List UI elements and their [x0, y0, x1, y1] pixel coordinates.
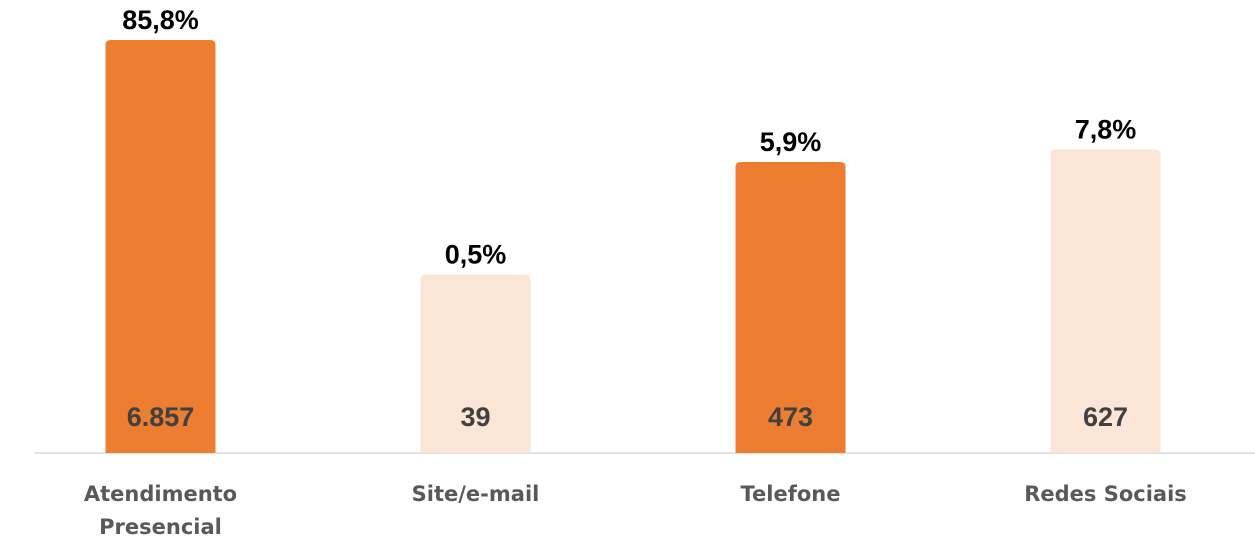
- count-label: 627: [1083, 402, 1128, 432]
- value-label: 85,8%: [122, 5, 199, 35]
- x-tick-label-box: Site/e-mail: [411, 482, 540, 506]
- x-tick-label-box: Atendimento Presencial: [83, 482, 238, 539]
- bar: [420, 274, 531, 453]
- count-label: 39: [460, 402, 490, 432]
- value-label: 7,8%: [1075, 114, 1137, 144]
- x-tick-label-box: Redes Sociais: [1024, 482, 1187, 506]
- x-tick-label: Redes Sociais: [1024, 482, 1187, 506]
- bar: [105, 39, 216, 454]
- value-label: 5,9%: [760, 127, 822, 157]
- bar: [735, 162, 846, 453]
- x-tick-label-box: Telefone: [740, 482, 841, 506]
- x-tick-label: Atendimento Presencial: [83, 482, 238, 539]
- value-label: 0,5%: [445, 240, 507, 270]
- count-label: 6.857: [127, 402, 195, 432]
- count-label: 473: [768, 402, 813, 432]
- x-tick-label: Telefone: [740, 482, 841, 506]
- x-tick-label: Site/e-mail: [411, 482, 540, 506]
- bar: [1050, 149, 1161, 453]
